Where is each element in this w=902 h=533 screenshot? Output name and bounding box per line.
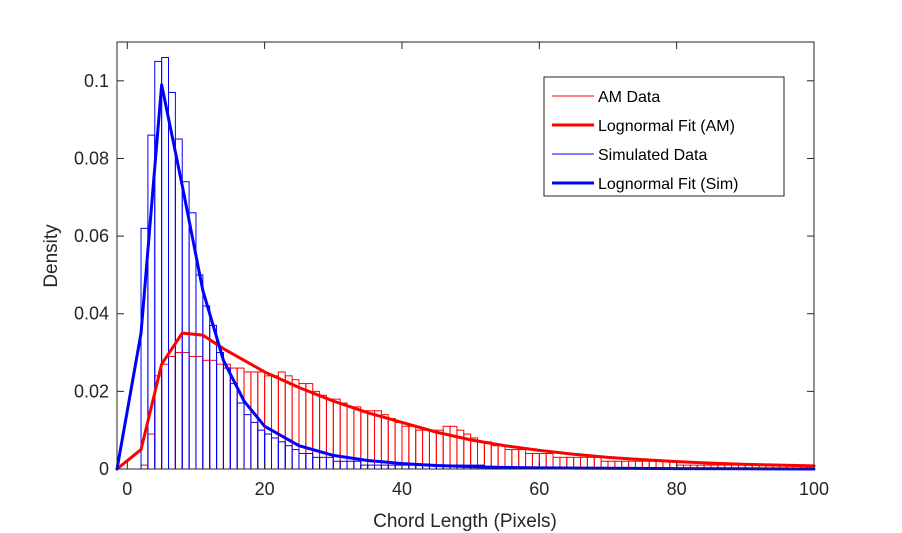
- y-tick-label-0-08: 0.08: [74, 148, 109, 168]
- lines-layer: [115, 83, 816, 471]
- y-axis-label: Density: [41, 224, 62, 288]
- y-tick-label-0-04: 0.04: [74, 304, 109, 324]
- x-tick-label-40: 40: [392, 479, 412, 499]
- x-tick-label-80: 80: [667, 479, 687, 499]
- y-tick-label-0-1: 0.1: [84, 71, 109, 91]
- x-axis-label: Chord Length (Pixels): [373, 511, 557, 532]
- legend-label-am-data: AM Data: [598, 89, 660, 106]
- x-tick-label-100: 100: [799, 479, 829, 499]
- legend-label-am-fit: Lognormal Fit (AM): [598, 118, 735, 135]
- x-tick-label-20: 20: [255, 479, 275, 499]
- x-tick-label-0: 0: [122, 479, 132, 499]
- axes-box: [116, 41, 815, 470]
- y-tick-label-0: 0: [99, 459, 109, 479]
- lognormal-fit-am-line: [115, 331, 816, 471]
- ticks-layer: 0 20 40 60 80 100 0 0.02 0.04 0.06 0.08 0.1: [74, 42, 829, 499]
- lognormal-fit-sim-line: [115, 83, 816, 471]
- y-tick-label-0-06: 0.06: [74, 226, 109, 246]
- legend-label-sim-data: Simulated Data: [598, 147, 707, 164]
- x-tick-label-60: 60: [529, 479, 549, 499]
- y-tick-label-0-02: 0.02: [74, 381, 109, 401]
- legend-label-sim-fit: Lognormal Fit (Sim): [598, 176, 738, 193]
- legend: AM Data Lognormal Fit (AM) Simulated Dat…: [543, 76, 785, 197]
- legend-box: [543, 76, 785, 197]
